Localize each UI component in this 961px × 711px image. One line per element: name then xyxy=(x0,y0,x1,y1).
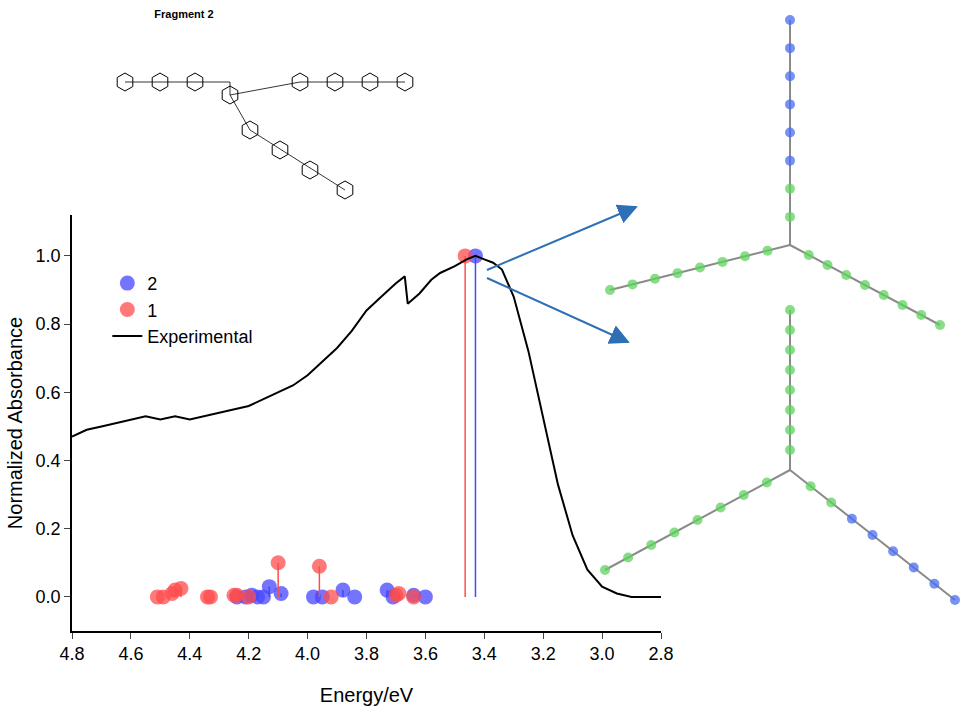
svg-text:2: 2 xyxy=(147,274,157,294)
svg-text:1: 1 xyxy=(147,301,157,321)
svg-text:Experimental: Experimental xyxy=(147,327,252,347)
svg-text:0.0: 0.0 xyxy=(36,587,61,607)
svg-text:0.4: 0.4 xyxy=(36,451,61,471)
svg-text:3.6: 3.6 xyxy=(413,644,438,664)
svg-text:4.4: 4.4 xyxy=(177,644,202,664)
svg-text:2.8: 2.8 xyxy=(648,644,673,664)
svg-text:3.4: 3.4 xyxy=(472,644,497,664)
svg-text:1.0: 1.0 xyxy=(36,246,61,266)
svg-text:4.8: 4.8 xyxy=(59,644,84,664)
svg-text:4.0: 4.0 xyxy=(295,644,320,664)
svg-text:0.6: 0.6 xyxy=(36,383,61,403)
svg-text:0.8: 0.8 xyxy=(36,314,61,334)
svg-text:Energy/eV: Energy/eV xyxy=(320,684,414,706)
svg-text:0.2: 0.2 xyxy=(36,519,61,539)
svg-text:Fragment 2: Fragment 2 xyxy=(154,8,213,20)
svg-text:3.2: 3.2 xyxy=(531,644,556,664)
svg-text:Normalized Absorbance: Normalized Absorbance xyxy=(4,317,26,529)
svg-text:4.6: 4.6 xyxy=(118,644,143,664)
svg-text:3.0: 3.0 xyxy=(590,644,615,664)
svg-text:3.8: 3.8 xyxy=(354,644,379,664)
svg-text:4.2: 4.2 xyxy=(236,644,261,664)
